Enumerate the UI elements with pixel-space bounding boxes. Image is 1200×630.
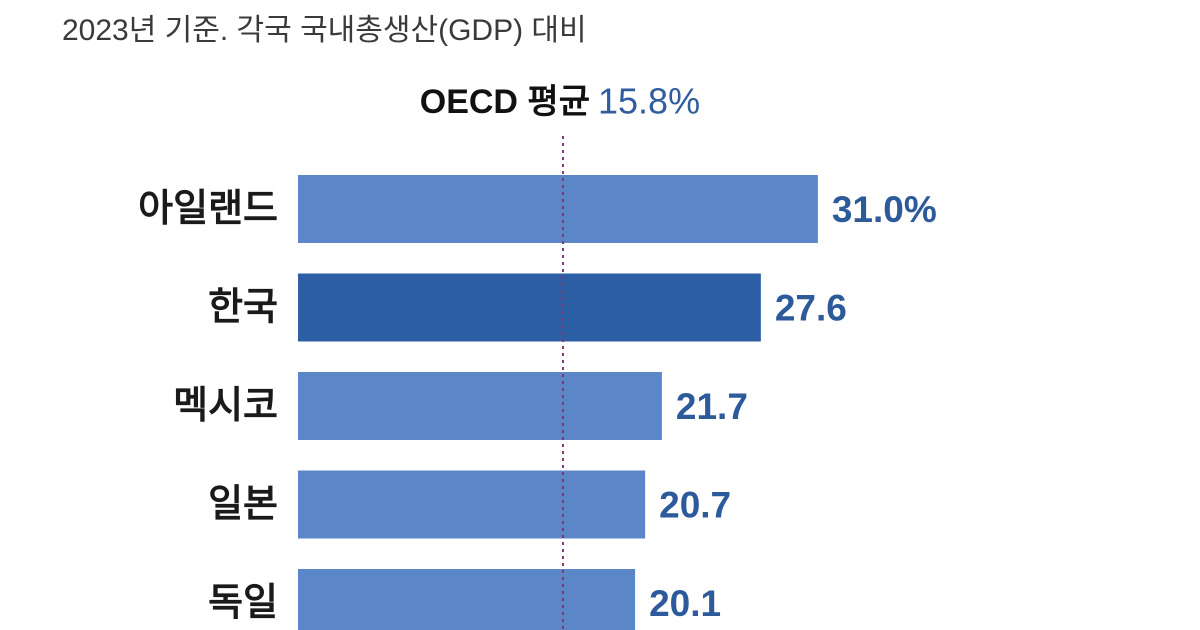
value-label: 31.0%	[832, 189, 937, 230]
value-label: 21.7	[676, 386, 748, 427]
value-label: 27.6	[775, 287, 847, 328]
reference-value-label: 15.8%	[598, 81, 700, 122]
bar	[298, 372, 662, 440]
category-label: 일본	[208, 484, 278, 526]
category-label: 아일랜드	[138, 188, 278, 230]
bar	[298, 569, 636, 630]
reference-label: OECD 평균	[420, 83, 590, 121]
bar	[298, 273, 761, 342]
category-label: 독일	[208, 582, 278, 624]
value-label: 20.1	[649, 583, 721, 624]
bar	[298, 470, 646, 539]
value-label: 20.7	[659, 484, 731, 525]
chart-subtitle: 2023년 기준. 각국 국내총생산(GDP) 대비	[62, 14, 587, 47]
category-label: 멕시코	[173, 385, 278, 427]
bar	[298, 175, 818, 243]
category-label: 한국	[208, 287, 278, 329]
